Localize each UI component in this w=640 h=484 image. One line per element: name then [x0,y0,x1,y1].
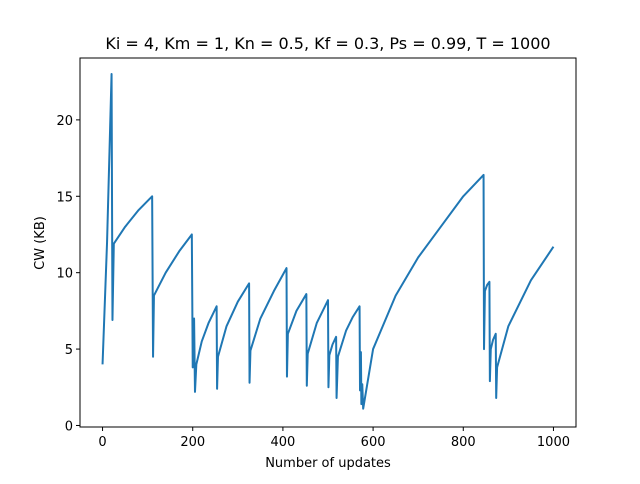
y-tick-label: 10 [56,267,73,282]
plot-frame [79,57,577,428]
y-tick-label: 15 [56,190,73,205]
y-axis-label: CW (KB) [33,216,48,270]
x-axis-label: Number of updates [265,456,391,471]
x-tick-label: 600 [361,435,386,450]
x-tick-label: 400 [270,435,295,450]
data-line [101,73,555,410]
x-tick-label: 0 [98,435,106,450]
x-tick-label: 1000 [537,435,570,450]
x-tick-label: 200 [180,435,205,450]
y-tick-label: 0 [65,419,73,434]
chart-title: Ki = 4, Km = 1, Kn = 0.5, Kf = 0.3, Ps =… [105,34,550,53]
y-tick-label: 5 [65,343,73,358]
y-tick-label: 20 [56,114,73,129]
x-tick-label: 800 [451,435,476,450]
